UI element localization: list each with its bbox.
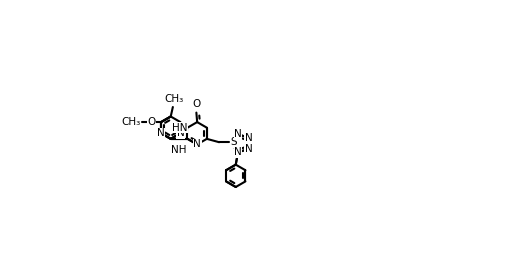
- Text: N: N: [234, 129, 242, 139]
- Text: O: O: [148, 117, 156, 127]
- Text: N: N: [193, 139, 201, 149]
- Text: N: N: [245, 133, 253, 143]
- Text: O: O: [192, 99, 201, 109]
- Text: CH₃: CH₃: [121, 117, 141, 127]
- Text: NH: NH: [171, 145, 187, 155]
- Text: NH: NH: [171, 144, 187, 154]
- Text: N: N: [157, 128, 165, 138]
- Text: CH₃: CH₃: [164, 94, 183, 104]
- Text: N: N: [176, 128, 184, 138]
- Text: N: N: [245, 144, 253, 154]
- Text: HN: HN: [172, 123, 187, 133]
- Text: S: S: [230, 137, 237, 147]
- Text: N: N: [234, 147, 242, 157]
